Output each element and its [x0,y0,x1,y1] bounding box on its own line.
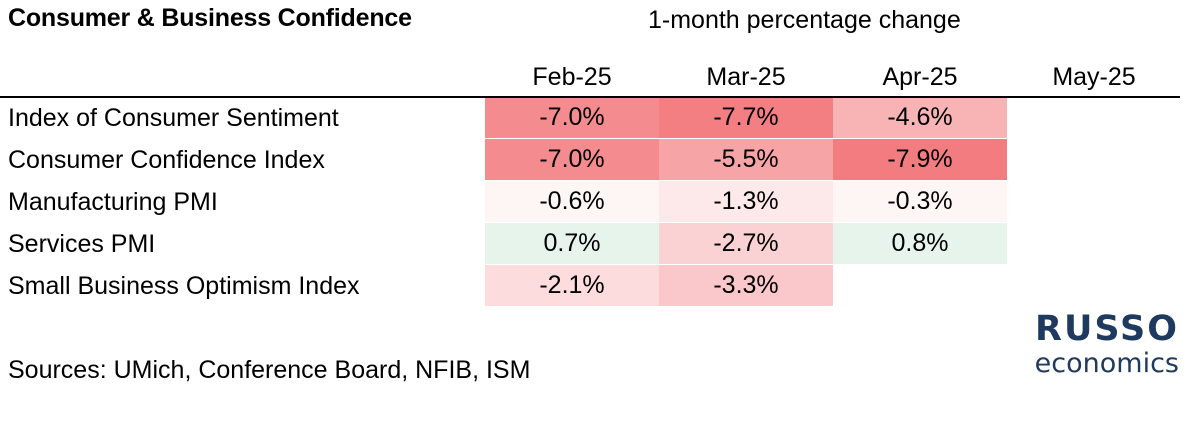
table-cell: -2.7% [659,223,833,264]
table-cell: -3.3% [659,265,833,306]
table-cell: -7.9% [833,139,1007,180]
table-cell [1007,181,1181,222]
table-cell: -5.5% [659,139,833,180]
column-header: Mar-25 [706,63,786,91]
table-cell [1007,97,1181,138]
table-cell: -4.6% [833,97,1007,138]
table-cell: -7.0% [485,139,659,180]
row-label: Consumer Confidence Index [8,146,325,174]
chart-subtitle: 1-month percentage change [648,6,961,34]
sources-note: Sources: UMich, Conference Board, NFIB, … [8,356,531,384]
table-cell: -2.1% [485,265,659,306]
russo-economics-logo: RUSSO economics [1035,309,1179,378]
table-cell [1007,139,1181,180]
table-cell: 0.7% [485,223,659,264]
table-cell: -0.3% [833,181,1007,222]
table-cell: -7.7% [659,97,833,138]
row-label: Index of Consumer Sentiment [8,104,339,132]
chart-title: Consumer & Business Confidence [8,4,412,32]
table-cell [1007,223,1181,264]
table-cell [1007,265,1181,306]
table-cell: -1.3% [659,181,833,222]
row-label: Small Business Optimism Index [8,272,360,300]
row-label: Manufacturing PMI [8,188,218,216]
table-cell: -0.6% [485,181,659,222]
column-header: Apr-25 [882,63,958,91]
column-header: May-25 [1052,63,1136,91]
row-label: Services PMI [8,230,156,258]
logo-wordmark-russo: RUSSO [1035,309,1179,349]
table-cell: 0.8% [833,223,1007,264]
header-rule [0,96,1180,98]
table-cell: -7.0% [485,97,659,138]
column-header: Feb-25 [532,63,612,91]
table-cell [833,265,1007,306]
logo-wordmark-economics: economics [1035,348,1179,378]
